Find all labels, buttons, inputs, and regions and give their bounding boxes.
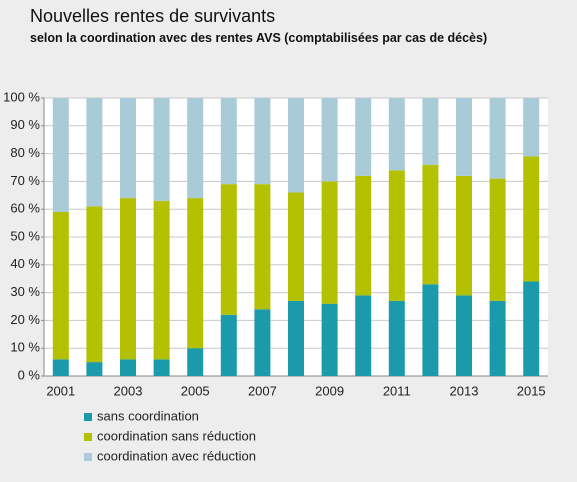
- bar-segment: [355, 175, 372, 296]
- bar-segment: [422, 284, 439, 376]
- legend-marker: [84, 453, 92, 461]
- bar-segment: [489, 178, 506, 301]
- bar-segment: [456, 175, 472, 296]
- x-tick-label: 2013: [450, 383, 479, 398]
- bar-segment: [86, 206, 103, 363]
- y-tick-label: 30 %: [10, 284, 40, 299]
- bar-segment: [52, 98, 69, 212]
- bar-segment: [187, 198, 204, 349]
- y-tick-label: 10 %: [10, 340, 40, 355]
- legend-label: coordination avec réduction: [97, 448, 256, 463]
- y-tick-label: 70 %: [10, 173, 40, 188]
- bar-segment: [220, 184, 237, 315]
- bar-segment: [321, 98, 338, 182]
- bar-segment: [187, 348, 204, 376]
- x-tick-label: 2009: [315, 383, 344, 398]
- y-tick-label: 0 %: [18, 367, 41, 382]
- x-tick-label: 2015: [517, 383, 546, 398]
- legend-marker: [84, 433, 92, 441]
- bar-segment: [187, 98, 204, 199]
- bar-segment: [288, 192, 304, 301]
- bar-segment: [254, 98, 271, 185]
- x-tick-label: 2005: [181, 383, 210, 398]
- bar-segment: [388, 300, 405, 376]
- bar-segment: [254, 309, 271, 376]
- bar-segment: [86, 362, 103, 376]
- bar-segment: [153, 98, 170, 201]
- bar-segment: [52, 211, 69, 360]
- bar-segment: [355, 98, 372, 176]
- bar-segment: [388, 170, 405, 301]
- legend-label: sans coordination: [97, 408, 199, 423]
- y-tick-label: 80 %: [10, 145, 40, 160]
- bar-segment: [321, 303, 338, 376]
- y-tick-label: 20 %: [10, 312, 40, 327]
- legend-marker: [84, 413, 92, 421]
- bar-segment: [288, 98, 304, 193]
- bar-segment: [523, 156, 540, 282]
- bar-segment: [456, 98, 472, 176]
- chart-subtitle: selon la coordination avec des rentes AV…: [30, 31, 488, 45]
- bar-segment: [489, 98, 506, 179]
- bar-segment: [120, 359, 136, 376]
- x-tick-label: 2007: [248, 383, 277, 398]
- x-tick-label: 2011: [383, 383, 411, 398]
- x-tick-label: 2003: [114, 383, 143, 398]
- bar-segment: [288, 300, 304, 376]
- y-tick-label: 90 %: [10, 117, 40, 132]
- chart-title: Nouvelles rentes de survivants: [30, 6, 276, 26]
- y-tick-label: 60 %: [10, 201, 40, 216]
- bar-segment: [456, 295, 472, 376]
- bar-segment: [153, 200, 170, 360]
- bar-segment: [422, 98, 439, 165]
- bar-segment: [489, 300, 506, 376]
- bar-segment: [422, 164, 439, 285]
- y-tick-label: 100 %: [3, 89, 40, 104]
- bar-segment: [254, 184, 271, 310]
- y-tick-label: 40 %: [10, 256, 40, 271]
- bar-segment: [120, 198, 136, 360]
- bar-segment: [52, 359, 69, 376]
- bar-segment: [220, 314, 237, 376]
- bar-segment: [120, 98, 136, 199]
- bar-segment: [523, 98, 540, 157]
- bar-segment: [388, 98, 405, 171]
- legend-label: coordination sans réduction: [97, 428, 256, 443]
- y-tick-label: 50 %: [10, 228, 40, 243]
- bar-segment: [153, 359, 170, 376]
- bar-segment: [523, 281, 540, 376]
- bar-segment: [220, 98, 237, 185]
- x-tick-label: 2001: [46, 383, 75, 398]
- bar-segment: [321, 181, 338, 304]
- bar-segment: [355, 295, 372, 376]
- bar-segment: [86, 98, 103, 207]
